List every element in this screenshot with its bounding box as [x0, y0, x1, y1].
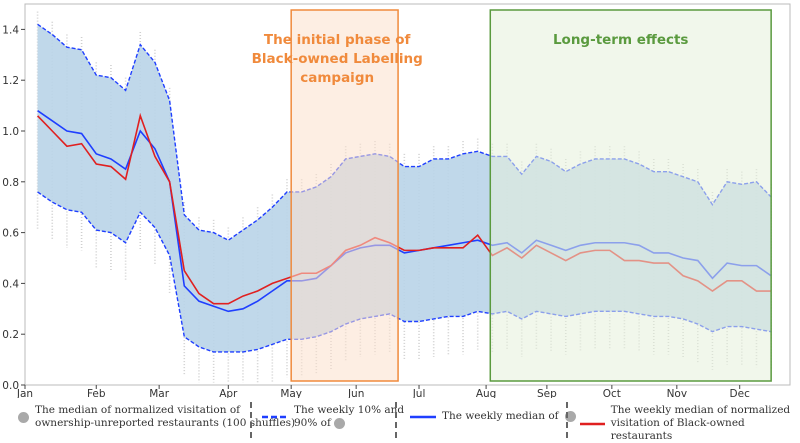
solid-red-line-icon	[580, 422, 605, 425]
legend-text: The weekly median of	[442, 410, 559, 422]
y-tick-label: 0.0	[2, 380, 19, 392]
grey-dot-icon	[18, 411, 29, 423]
x-tick-label: Nov	[667, 388, 688, 398]
legend-divider	[566, 402, 568, 438]
x-tick-label: Jul	[412, 388, 426, 398]
legend-item-10-90: The weekly 10% and 90% of	[262, 404, 404, 430]
region-label: The initial phase of	[264, 32, 411, 48]
legend-text: The weekly median of normalized	[610, 404, 791, 416]
legend-divider	[250, 402, 252, 438]
legend-text: ownership-unreported restaurants (100 sh…	[35, 417, 296, 429]
legend-text: 90% of	[294, 417, 331, 429]
region-label: Black-owned Labelling	[252, 51, 423, 67]
y-tick-label: 1.0	[2, 126, 19, 138]
y-tick-label: 1.2	[2, 75, 19, 87]
y-tick-label: 0.4	[2, 278, 19, 290]
dashed-blue-line-icon	[262, 415, 288, 419]
grey-dot-icon	[334, 417, 346, 429]
highlight-region	[489, 9, 772, 382]
legend-text: The median of normalized visitation of	[35, 404, 241, 416]
x-tick-label: Feb	[87, 388, 106, 398]
x-tick-label: May	[280, 388, 302, 398]
chart: The initial phase of Black-owned Labellin…	[2, 3, 791, 398]
x-tick-label: Jan	[16, 388, 33, 398]
region-label: campaign	[300, 70, 374, 86]
legend: The median of normalized visitation of ow…	[0, 398, 800, 443]
x-tick-label: Mar	[149, 388, 169, 398]
y-tick-label: 1.4	[2, 24, 19, 36]
x-tick-label: Apr	[219, 388, 238, 398]
solid-blue-line-icon	[410, 415, 436, 418]
legend-divider	[395, 402, 397, 438]
legend-item-shuffle-median: The median of normalized visitation of ow…	[18, 404, 295, 430]
legend-text: The weekly 10% and	[294, 404, 405, 416]
grey-dot-icon	[564, 411, 576, 422]
y-tick-label: 0.6	[2, 228, 19, 240]
legend-text: visitation of Black-owned restaurants	[610, 417, 745, 442]
x-tick-label: Oct	[603, 388, 621, 398]
y-tick-label: 0.8	[2, 177, 19, 189]
legend-item-black-owned-median: The weekly median of normalized visitatio…	[580, 404, 800, 443]
region-label: Long-term effects	[553, 32, 689, 48]
x-tick-label: Sep	[537, 388, 557, 398]
x-tick-label: Jun	[347, 388, 364, 398]
x-tick-label: Aug	[476, 388, 497, 398]
y-tick-label: 0.2	[2, 329, 19, 341]
legend-item-weekly-median: The weekly median of	[410, 410, 576, 423]
x-tick-label: Dec	[730, 388, 751, 398]
highlight-region	[290, 9, 399, 382]
